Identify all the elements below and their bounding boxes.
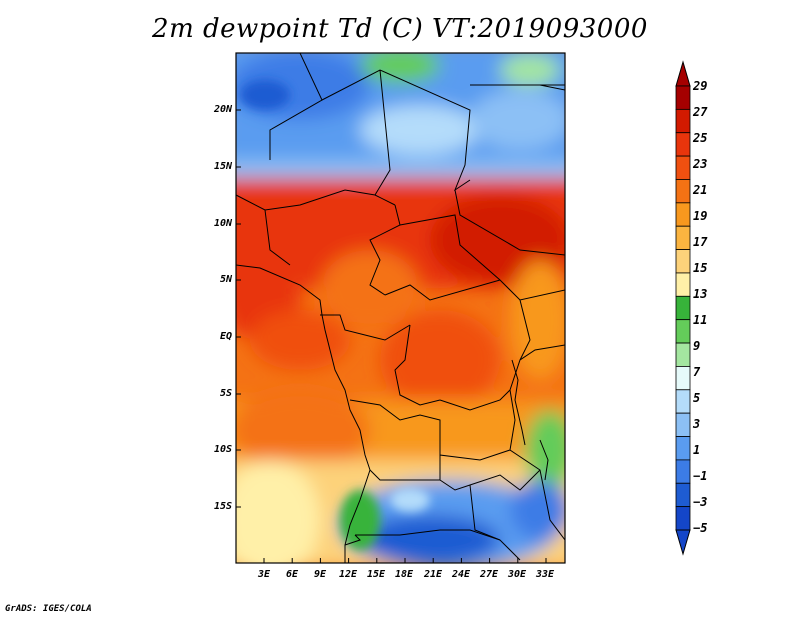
colorbar-label: 29 — [693, 79, 708, 93]
colorbar-label: 15 — [693, 261, 708, 275]
lon-label: 27E — [479, 569, 499, 580]
colorbar-label: −3 — [693, 495, 708, 509]
colorbar-label: 21 — [693, 183, 708, 197]
lon-label: 12E — [338, 569, 358, 580]
colorbar-label: 27 — [693, 105, 708, 119]
lon-label: 24E — [451, 569, 471, 580]
colorbar-label: 19 — [693, 209, 708, 223]
colorbar-label: −5 — [693, 521, 708, 535]
colorbar-label: 23 — [693, 157, 708, 171]
lat-label: 10N — [213, 218, 232, 229]
lat-label: 10S — [213, 444, 232, 455]
lon-label: 9E — [313, 569, 327, 580]
colorbar-label: 25 — [693, 131, 708, 145]
colorbar-label: 9 — [693, 339, 701, 353]
lat-label: EQ — [219, 331, 232, 342]
colorbar-label: 7 — [693, 365, 701, 379]
colorbar-label: 3 — [693, 417, 701, 431]
lon-label: 3E — [257, 569, 271, 580]
colorbar-label: 1 — [693, 443, 701, 457]
lon-label: 33E — [535, 569, 555, 580]
map-frame — [235, 52, 566, 564]
lat-label: 5S — [219, 388, 232, 399]
lat-label: 5N — [219, 274, 232, 285]
credit-text: GrADS: IGES/COLA — [5, 604, 92, 614]
country-borders — [236, 53, 565, 563]
lon-label: 6E — [285, 569, 299, 580]
colorbar-label: 5 — [693, 391, 701, 405]
chart-title: 2m dewpoint Td (C) VT:2019093000 — [152, 14, 648, 44]
colorbar-label: 13 — [693, 287, 708, 301]
lon-label: 21E — [423, 569, 443, 580]
lat-label: 20N — [213, 104, 232, 115]
lat-label: 15S — [213, 501, 232, 512]
lon-label: 30E — [507, 569, 527, 580]
lat-label: 15N — [213, 161, 232, 172]
lon-label: 15E — [366, 569, 386, 580]
axis-ticks — [236, 109, 547, 563]
dewpoint-field — [236, 53, 565, 563]
colorbar-label: −1 — [693, 469, 708, 483]
colorbar-label: 11 — [693, 313, 708, 327]
colorbar-label: 17 — [693, 235, 708, 249]
lon-label: 18E — [394, 569, 414, 580]
